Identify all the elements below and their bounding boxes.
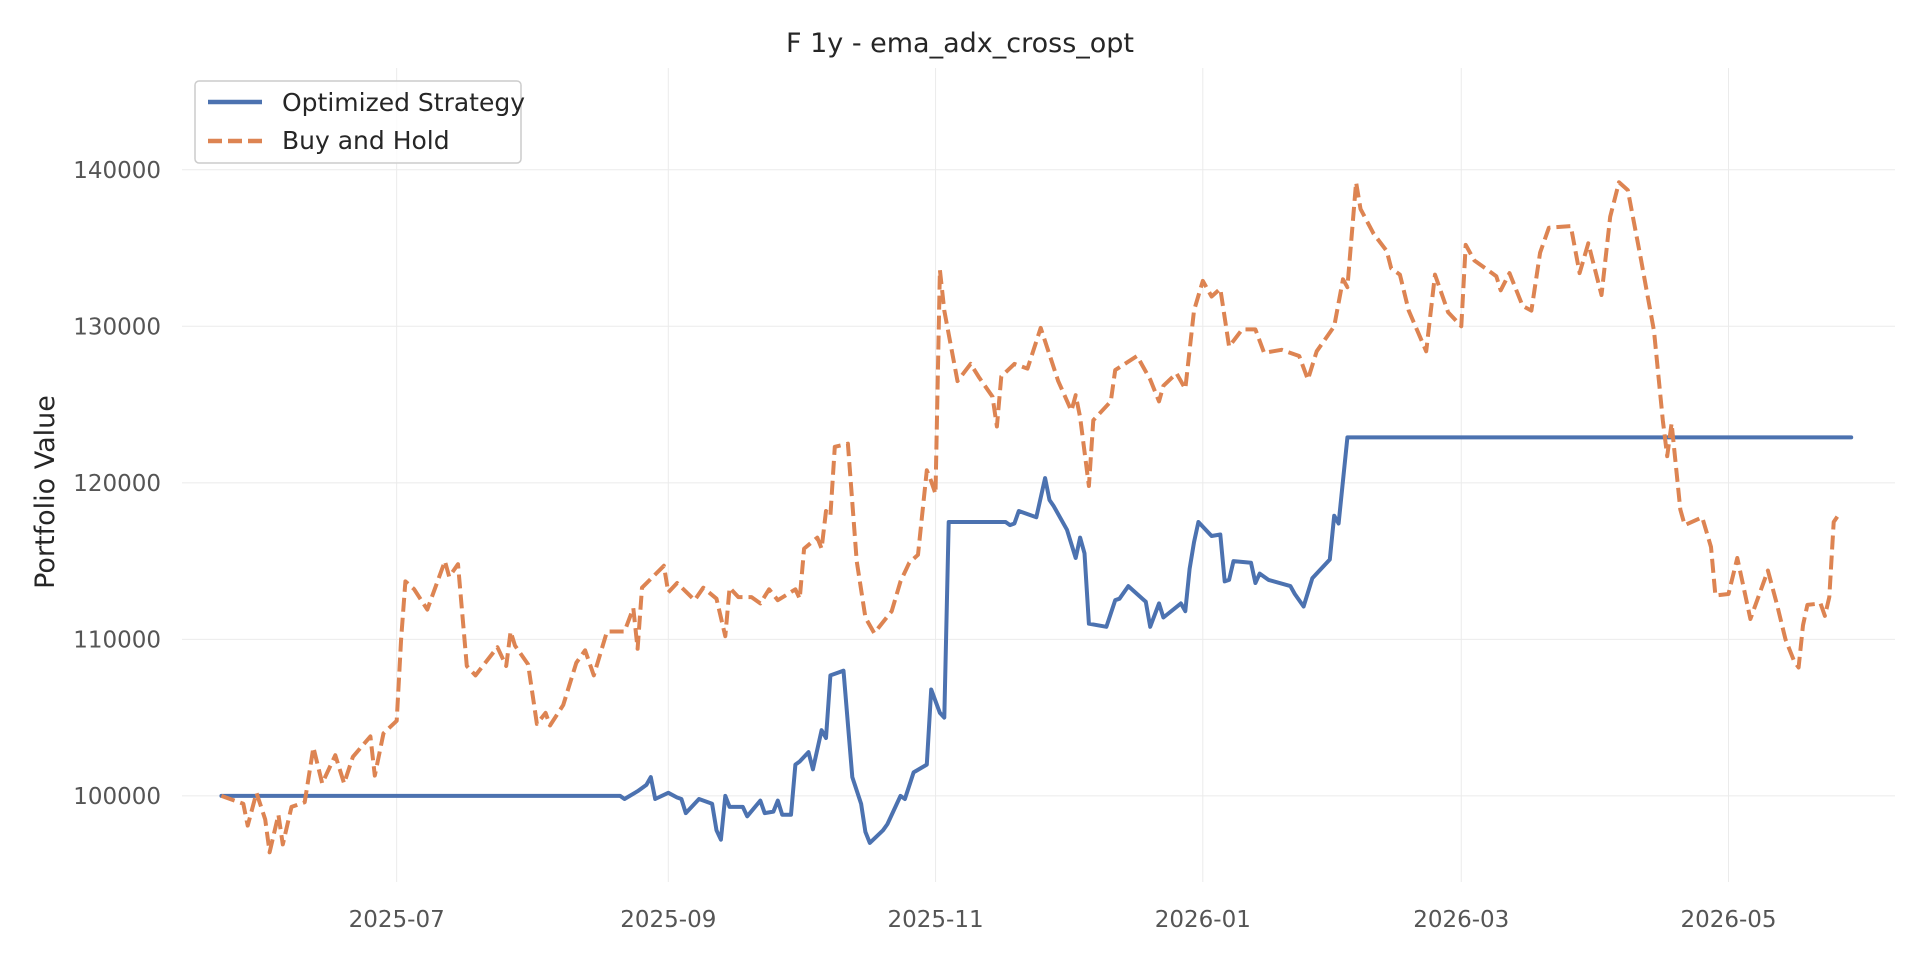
series-lines <box>219 180 1854 855</box>
x-tick-label: 2026-01 <box>1155 907 1251 933</box>
y-axis-ticks: 100000 110000 120000 130000 140000 <box>73 158 161 810</box>
y-tick-label: 110000 <box>73 627 161 653</box>
y-tick-label: 140000 <box>73 158 161 184</box>
y-tick-label: 130000 <box>73 314 161 340</box>
legend-label-buy-hold: Buy and Hold <box>282 126 450 155</box>
x-tick-label: 2026-05 <box>1680 907 1776 933</box>
series-line-buy-and-hold <box>220 180 1840 855</box>
x-axis-ticks: 2025-07 2025-09 2025-11 2026-01 2026-03 2026-… <box>349 907 1777 933</box>
x-tick-label: 2025-07 <box>349 907 445 933</box>
y-axis-label: Portfolio Value <box>30 395 61 589</box>
x-tick-label: 2025-11 <box>887 907 983 933</box>
series-line-optimized-strategy <box>219 435 1854 845</box>
y-tick-label: 100000 <box>73 784 161 810</box>
legend-label-optimized: Optimized Strategy <box>282 88 525 117</box>
x-tick-label: 2026-03 <box>1413 907 1509 933</box>
x-tick-label: 2025-09 <box>620 907 716 933</box>
legend-frame <box>194 80 522 164</box>
y-tick-label: 120000 <box>73 471 161 497</box>
grid <box>182 68 1895 882</box>
chart-title: F 1y - ema_adx_cross_opt <box>786 28 1134 59</box>
legend: Optimized Strategy Buy and Hold <box>194 80 525 164</box>
